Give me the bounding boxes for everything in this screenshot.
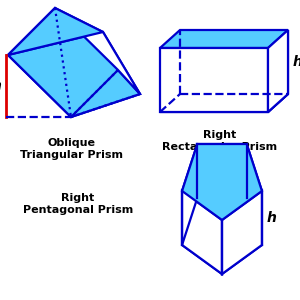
Polygon shape [160,30,288,48]
Polygon shape [160,94,288,112]
Polygon shape [8,8,118,117]
Polygon shape [182,198,262,274]
Text: Right
Pentagonal Prism: Right Pentagonal Prism [23,193,133,214]
Polygon shape [8,32,140,117]
Text: h: h [293,55,300,69]
Polygon shape [8,8,103,55]
Polygon shape [268,30,288,112]
Text: h: h [0,79,1,93]
Polygon shape [197,144,247,198]
Polygon shape [222,191,262,274]
Polygon shape [160,48,268,112]
Polygon shape [268,30,288,112]
Text: Oblique
Triangular Prism: Oblique Triangular Prism [20,138,124,160]
Polygon shape [71,70,140,117]
Polygon shape [182,144,197,245]
Text: Right
Rectangular Prism: Right Rectangular Prism [162,130,278,152]
Polygon shape [55,8,140,94]
Polygon shape [247,144,262,245]
Polygon shape [182,144,262,220]
Polygon shape [182,191,222,274]
Text: h: h [267,211,277,225]
